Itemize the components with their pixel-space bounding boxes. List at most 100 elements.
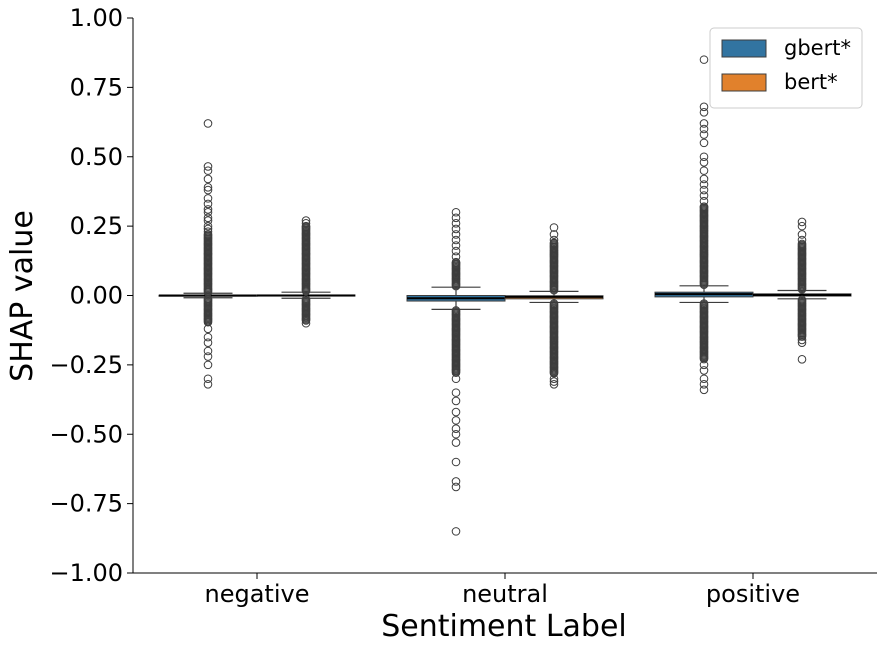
outlier-point [451,527,461,536]
outlier-point [451,429,461,439]
outlier-point [451,230,461,239]
outlier-point [699,191,709,200]
outlier-point [699,55,709,64]
outlier-point [203,338,213,347]
outlier-point [301,219,311,228]
outlier-point [451,241,461,250]
outlier-point [699,202,709,211]
outlier-point [699,380,709,389]
outlier-point [451,219,461,228]
x-tick-label: negative [205,580,310,608]
outlier-point [797,335,807,345]
outlier-point [699,130,709,139]
outlier-point [549,223,559,232]
outlier-point [699,174,709,184]
outlier-point [203,162,213,171]
y-tick-label: 0.50 [70,143,123,171]
outlier-point [203,216,213,225]
outlier-point [699,138,709,148]
outlier-point [451,368,461,377]
outlier-point [203,224,213,234]
outlier-point [203,374,213,384]
outlier-point [797,230,807,239]
outlier-point [699,185,709,195]
outlier-point [797,217,807,227]
y-tick-label: 0.25 [70,212,123,240]
box-group [504,223,604,389]
outlier-point [203,166,213,175]
outlier-point [699,152,709,162]
box-group [256,216,356,328]
outlier-point [203,324,213,334]
y-tick-label: 1.00 [70,4,123,32]
axes: −1.00 −0.75 −0.50 −0.25 0.00 0.25 0.50 0.75 1.00… [49,4,877,608]
outlier-point [451,388,461,397]
legend-swatch [721,73,767,92]
legend-label: bert* [784,70,838,94]
outlier-point [699,374,709,384]
y-tick-label: 0.00 [70,282,123,310]
x-axis-label: Sentiment Label [381,609,627,644]
y-tick-label: −0.75 [49,490,123,518]
outlier-point [451,207,461,217]
outlier-point [301,318,311,328]
outlier-point [699,108,709,117]
outlier-point [203,346,213,356]
outlier-point [549,230,559,239]
outlier-point [549,235,559,245]
outlier-point [699,166,709,175]
outlier-point [203,221,213,231]
box-group [158,119,258,389]
outlier-point [203,185,213,195]
outlier-point [549,377,559,386]
outlier-point [203,119,213,128]
y-axis-label: SHAP value [5,210,40,382]
outlier-point [203,194,213,203]
y-tick-label: −0.50 [49,420,123,448]
outlier-point [451,257,461,267]
outlier-point [301,221,311,231]
outlier-point [451,424,461,434]
outlier-point [301,316,311,325]
outlier-point [203,317,213,327]
outlier-point [699,102,709,112]
legend: gbert* bert* [709,27,863,109]
outlier-point [549,368,559,378]
outlier-point [203,230,213,239]
outlier-point [203,174,213,184]
outlier-point [549,380,559,389]
outlier-point [451,224,461,234]
outlier-point [549,238,559,248]
legend-label: gbert* [784,36,851,60]
box-group [752,217,852,364]
outlier-point [451,213,461,223]
outlier-point [797,235,807,245]
outlier-point [203,332,213,342]
y-tick-label: 0.75 [70,73,123,101]
outlier-point [451,457,461,467]
outlier-point [203,207,213,217]
outlier-point [699,119,709,128]
outlier-point [699,158,709,167]
outlier-point [797,221,807,231]
outlier-point [699,354,709,364]
outlier-point [203,352,213,361]
outlier-point [203,360,213,370]
outlier-point [203,380,213,389]
outlier-point [797,355,807,364]
y-tick-label: −1.00 [49,559,123,587]
outlier-point [699,385,709,395]
outlier-point [797,332,807,341]
box-group [654,55,754,395]
outlier-point [797,239,807,249]
outlier-point [451,246,461,256]
outlier-point [203,213,213,223]
outlier-point [451,407,461,417]
box-group [406,207,506,536]
outlier-point [451,438,461,447]
outlier-point [203,182,213,192]
outlier-point [549,374,559,384]
outlier-point [451,235,461,245]
outlier-point [451,252,461,261]
